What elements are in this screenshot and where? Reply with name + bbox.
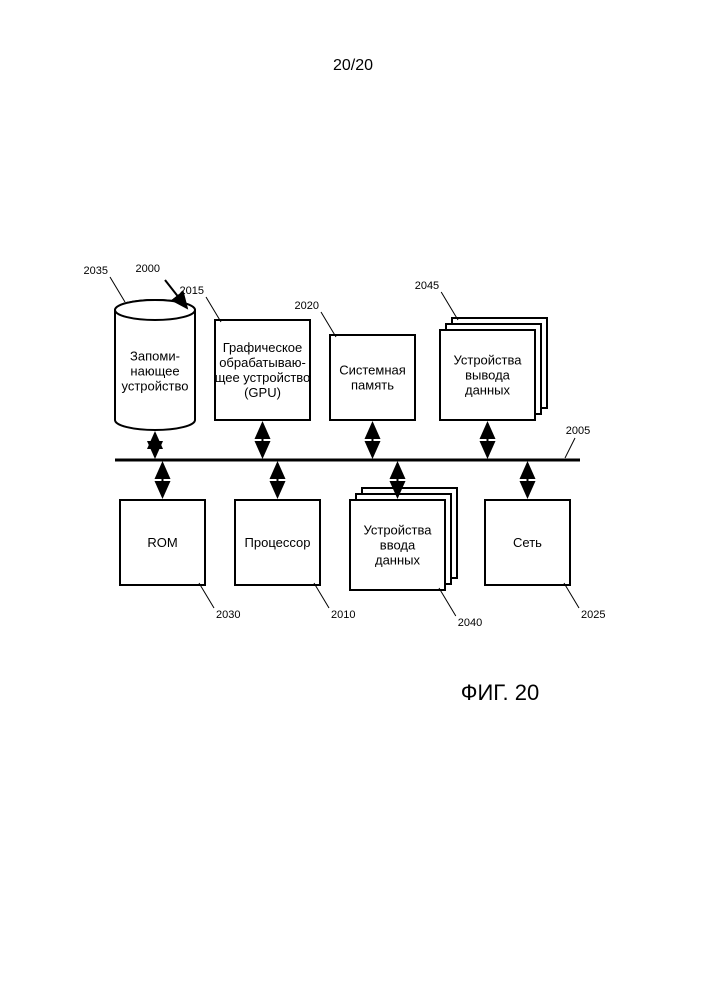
svg-text:данных: данных xyxy=(375,553,421,568)
svg-text:2025: 2025 xyxy=(581,609,605,621)
svg-text:2020: 2020 xyxy=(295,300,319,312)
svg-text:память: память xyxy=(351,378,394,393)
block-rom: ROM 2030 xyxy=(120,463,240,621)
block-output: Устройствавыводаданных 2045 xyxy=(415,280,547,457)
block-cpu: Процессор 2010 xyxy=(235,463,355,621)
svg-text:2045: 2045 xyxy=(415,280,439,292)
svg-text:ROM: ROM xyxy=(147,535,177,550)
block-sysmem: Системнаяпамять 2020 xyxy=(295,300,415,457)
block-storage: Запоми-нающееустройство 2035 xyxy=(84,265,195,457)
diagram-canvas: 20/20 Запоми-нающееустройство 2035 Графиче… xyxy=(0,0,707,1000)
svg-text:2030: 2030 xyxy=(216,609,240,621)
svg-text:2000: 2000 xyxy=(136,263,160,275)
svg-text:2035: 2035 xyxy=(84,265,108,277)
figure-caption: ФИГ. 20 xyxy=(461,680,539,705)
svg-text:Сеть: Сеть xyxy=(513,535,542,550)
svg-text:Процессор: Процессор xyxy=(245,535,311,550)
svg-text:(GPU): (GPU) xyxy=(244,385,281,400)
svg-text:Устройства: Устройства xyxy=(363,523,432,538)
block-network: Сеть 2025 xyxy=(485,463,605,621)
svg-text:щее устройство: щее устройство xyxy=(215,370,311,385)
block-input: Устройствавводаданных 2040 xyxy=(350,463,482,629)
page-number: 20/20 xyxy=(333,57,373,74)
svg-text:Устройства: Устройства xyxy=(453,353,522,368)
blocks-layer: Запоми-нающееустройство 2035 Графическоеоб… xyxy=(84,265,606,629)
svg-text:Графическое: Графическое xyxy=(223,340,303,355)
svg-text:2015: 2015 xyxy=(180,285,204,297)
svg-text:обрабатываю-: обрабатываю- xyxy=(219,355,306,370)
svg-text:Системная: Системная xyxy=(339,363,406,378)
block-gpu: Графическоеобрабатываю-щее устройство(GP… xyxy=(180,285,311,457)
svg-text:вывода: вывода xyxy=(465,368,511,383)
svg-text:нающее: нающее xyxy=(130,364,179,379)
svg-text:2040: 2040 xyxy=(458,617,482,629)
svg-text:ввода: ввода xyxy=(380,538,416,553)
svg-text:2010: 2010 xyxy=(331,609,355,621)
svg-text:Запоми-: Запоми- xyxy=(130,349,180,364)
svg-text:2005: 2005 xyxy=(566,425,590,437)
svg-text:устройство: устройство xyxy=(122,379,189,394)
svg-text:данных: данных xyxy=(465,383,511,398)
